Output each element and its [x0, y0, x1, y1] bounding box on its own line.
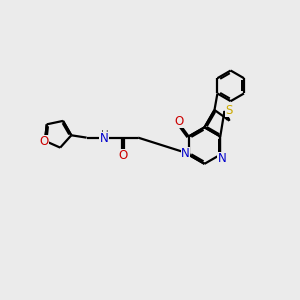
Text: N: N	[181, 147, 190, 160]
Text: S: S	[225, 104, 232, 118]
Text: O: O	[40, 135, 49, 148]
Text: O: O	[174, 115, 184, 128]
Text: N: N	[100, 132, 109, 145]
Text: O: O	[118, 149, 127, 162]
Text: N: N	[218, 152, 226, 165]
Text: H: H	[101, 130, 109, 140]
